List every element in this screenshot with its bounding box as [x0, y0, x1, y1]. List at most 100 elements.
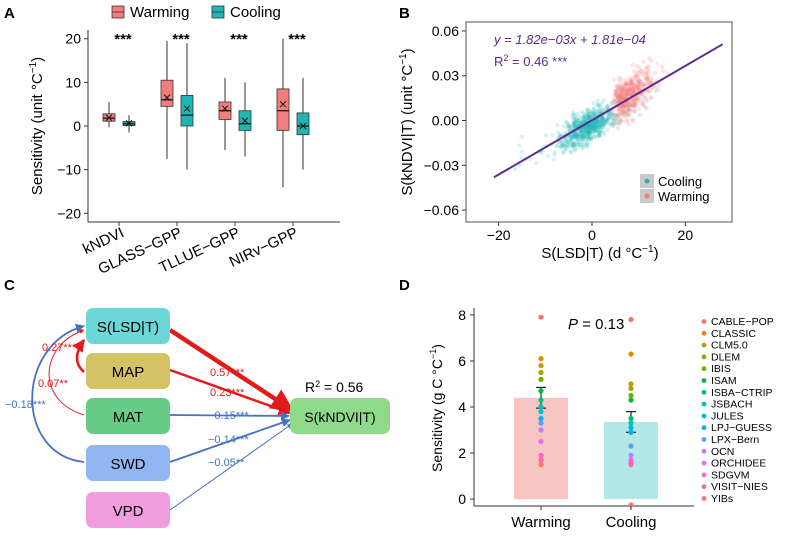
point-cooling: [570, 111, 576, 117]
point-warming: [624, 119, 629, 124]
point-cooling: [617, 121, 622, 126]
point-cooling: [588, 124, 593, 130]
point-cooling: [599, 117, 604, 122]
point-cooling: [629, 102, 635, 108]
point-warming: [624, 103, 629, 109]
box-mean-marker: [221, 105, 229, 112]
point-cooling: [581, 142, 586, 148]
legend-model-dot: [701, 354, 707, 360]
point-cooling: [579, 135, 584, 141]
point-warming: [632, 103, 638, 108]
point-cooling: [597, 119, 602, 124]
point-cooling: [606, 103, 611, 108]
point-cooling: [589, 123, 594, 128]
point-cooling: [588, 134, 594, 140]
point-cooling: [581, 111, 586, 116]
point-cooling: [588, 123, 593, 128]
point-warming: [615, 114, 620, 119]
point-cooling: [597, 126, 602, 131]
point-cooling: [570, 144, 575, 149]
point-cooling: [551, 157, 557, 162]
point-cooling: [591, 128, 596, 134]
point-warming: [629, 79, 634, 85]
point-cooling: [591, 125, 596, 130]
point-cooling: [600, 117, 605, 122]
point-warming: [620, 91, 625, 96]
point-cooling: [596, 119, 601, 124]
point-cooling: [592, 123, 597, 129]
point-warming: [635, 73, 641, 79]
point-warming: [617, 94, 623, 99]
panel-d-y-label: Sensitivity (g C °C−1): [428, 344, 445, 472]
model-point: [628, 502, 634, 508]
point-cooling: [568, 124, 574, 130]
point-warming: [647, 81, 653, 86]
coef-lsd-kndvi: 0.57***: [210, 367, 245, 379]
point-cooling: [568, 136, 573, 142]
legend-model-dot: [701, 389, 707, 395]
panel-b-legend: Cooling Warming: [640, 174, 710, 204]
point-cooling: [581, 135, 587, 140]
point-cooling: [581, 128, 586, 133]
point-cooling: [566, 122, 571, 127]
point-cooling: [587, 130, 592, 135]
point-cooling: [599, 106, 604, 112]
point-warming: [643, 82, 648, 87]
point-warming: [634, 77, 639, 82]
point-warming: [643, 71, 649, 76]
point-cooling: [579, 128, 584, 133]
point-warming: [612, 99, 617, 105]
point-cooling: [610, 100, 615, 106]
point-cooling: [592, 120, 597, 126]
point-warming: [626, 106, 632, 111]
point-warming: [614, 84, 620, 89]
point-cooling: [595, 98, 600, 103]
node-lsd: [86, 308, 170, 344]
point-warming: [618, 88, 623, 94]
panel-a-y-tick-label: 0: [73, 118, 81, 134]
point-warming: [661, 68, 666, 73]
legend-model-label: IBIS: [711, 363, 731, 375]
point-cooling: [577, 132, 582, 137]
point-cooling: [561, 150, 566, 155]
point-warming: [624, 93, 630, 98]
point-warming: [623, 81, 628, 87]
point-warming: [633, 98, 638, 104]
node-swd-label: SWD: [111, 456, 146, 473]
point-warming: [633, 103, 638, 108]
model-point: [628, 397, 634, 403]
point-warming: [624, 82, 629, 87]
point-warming: [654, 85, 659, 90]
point-warming: [619, 92, 624, 97]
point-cooling: [569, 134, 575, 140]
point-warming: [622, 110, 627, 115]
legend-model-label: JSBACH: [711, 399, 752, 411]
point-cooling: [570, 114, 575, 119]
point-cooling: [576, 131, 581, 137]
point-cooling: [586, 126, 591, 131]
path-swd-to-kndvi: [169, 418, 291, 463]
point-warming: [616, 96, 621, 101]
point-warming: [612, 92, 617, 98]
panel-c: C S(LSD|T) MAP MAT SWD VPD S(kNDVI|T) R2…: [4, 277, 390, 528]
point-cooling: [599, 101, 604, 106]
point-cooling: [589, 137, 594, 142]
point-cooling: [589, 125, 594, 131]
point-cooling: [600, 121, 605, 127]
point-warming: [623, 109, 629, 114]
point-cooling: [590, 128, 595, 133]
point-cooling: [582, 134, 587, 139]
point-warming: [620, 111, 625, 116]
point-cooling: [569, 140, 574, 145]
point-cooling: [588, 136, 594, 141]
point-cooling: [590, 111, 595, 116]
point-cooling: [587, 125, 593, 131]
point-cooling: [568, 126, 573, 131]
point-warming: [626, 107, 631, 113]
point-cooling: [601, 120, 607, 126]
point-cooling: [609, 113, 614, 118]
panel-a-y-tick-label: 10: [65, 74, 81, 90]
point-cooling: [583, 129, 589, 134]
point-cooling: [594, 120, 599, 125]
